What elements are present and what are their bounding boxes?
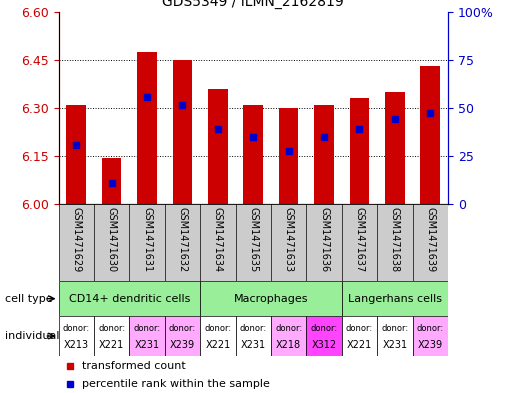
Title: GDS5349 / ILMN_2162819: GDS5349 / ILMN_2162819 (162, 0, 344, 9)
Text: donor:: donor: (98, 325, 125, 333)
Bar (342, 316, 377, 356)
Bar (377, 316, 412, 356)
Bar (208, 89, 228, 204)
Bar (102, 158, 121, 204)
Text: GSM1471636: GSM1471636 (319, 207, 329, 272)
Text: X218: X218 (276, 340, 301, 350)
Text: GSM1471629: GSM1471629 (71, 207, 81, 272)
Bar (129, 316, 165, 356)
Text: X231: X231 (241, 340, 266, 350)
Text: percentile rank within the sample: percentile rank within the sample (82, 379, 270, 389)
Bar (67, 105, 86, 204)
Text: X221: X221 (347, 340, 372, 350)
Text: cell type: cell type (5, 294, 53, 304)
Text: X231: X231 (382, 340, 407, 350)
Text: donor:: donor: (169, 325, 196, 333)
Text: GSM1471633: GSM1471633 (284, 207, 294, 272)
Text: GSM1471635: GSM1471635 (248, 207, 258, 272)
Text: GSM1471630: GSM1471630 (106, 207, 117, 272)
Text: X213: X213 (64, 340, 89, 350)
Bar (94, 316, 129, 356)
Bar (342, 281, 448, 316)
Bar (420, 66, 440, 204)
Bar (173, 60, 192, 204)
Text: GSM1471638: GSM1471638 (390, 207, 400, 272)
Bar (59, 316, 94, 356)
Bar (385, 92, 405, 204)
Text: CD14+ dendritic cells: CD14+ dendritic cells (69, 294, 190, 304)
Text: donor:: donor: (240, 325, 267, 333)
Text: donor:: donor: (133, 325, 161, 333)
Text: Macrophages: Macrophages (234, 294, 308, 304)
Bar (306, 316, 342, 356)
Bar (165, 316, 200, 356)
Bar (412, 316, 448, 356)
Bar (59, 281, 200, 316)
Text: donor:: donor: (417, 325, 444, 333)
Text: X231: X231 (134, 340, 160, 350)
Text: Langerhans cells: Langerhans cells (348, 294, 442, 304)
Text: X221: X221 (205, 340, 231, 350)
Text: donor:: donor: (63, 325, 90, 333)
Bar (350, 98, 369, 204)
Text: GSM1471632: GSM1471632 (178, 207, 187, 272)
Bar (236, 316, 271, 356)
Text: donor:: donor: (204, 325, 232, 333)
Text: donor:: donor: (275, 325, 302, 333)
Bar (279, 108, 298, 204)
Text: X221: X221 (99, 340, 124, 350)
Text: X239: X239 (418, 340, 443, 350)
Bar (271, 316, 306, 356)
Bar (200, 316, 236, 356)
Text: X312: X312 (312, 340, 336, 350)
Text: donor:: donor: (310, 325, 337, 333)
Bar (314, 105, 334, 204)
Text: donor:: donor: (381, 325, 408, 333)
Text: GSM1471631: GSM1471631 (142, 207, 152, 272)
Text: GSM1471634: GSM1471634 (213, 207, 223, 272)
Text: transformed count: transformed count (82, 361, 186, 371)
Bar (243, 105, 263, 204)
Bar (200, 281, 342, 316)
Text: GSM1471639: GSM1471639 (425, 207, 435, 272)
Text: GSM1471637: GSM1471637 (354, 207, 364, 272)
Text: individual: individual (5, 331, 60, 341)
Text: X239: X239 (170, 340, 195, 350)
Bar (137, 52, 157, 204)
Text: donor:: donor: (346, 325, 373, 333)
